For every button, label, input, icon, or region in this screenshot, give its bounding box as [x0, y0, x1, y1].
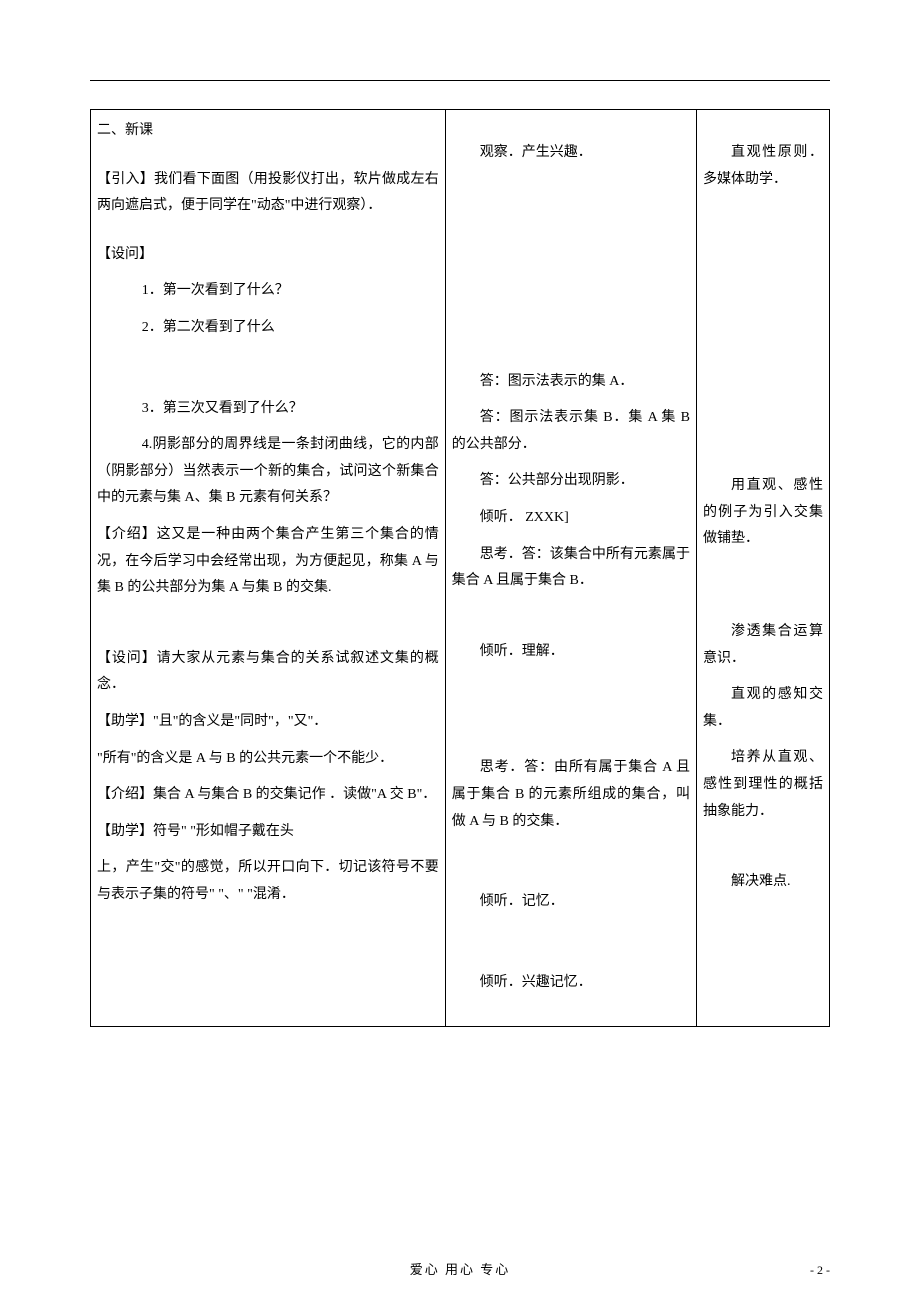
- question-4: 4.阴影部分的周界线是一条封闭曲线，它的内部（阴影部分）当然表示一个新的集合，试…: [97, 432, 439, 512]
- design-intent-cell: 直观性原则．多媒体助学． 用直观、感性的例子为引入交集做铺垫． 渗透集合运算意识…: [696, 110, 829, 1027]
- answer-6: 倾听．理解．: [452, 639, 690, 666]
- answer-observe: 观察．产生兴趣．: [452, 140, 690, 167]
- note-1: 直观性原则．多媒体助学．: [703, 140, 823, 193]
- student-activity-cell: 观察．产生兴趣． 答：图示法表示的集 A． 答：图示法表示集 B．集 A 集 B…: [445, 110, 696, 1027]
- note-3: 渗透集合运算意识．: [703, 619, 823, 672]
- note-2: 用直观、感性的例子为引入交集做铺垫．: [703, 473, 823, 553]
- question-1: 1．第一次看到了什么？: [97, 278, 439, 305]
- answer-5: 思考．答：该集合中所有元素属于集合 A 且属于集合 B．: [452, 542, 690, 595]
- introduce-2: 【介绍】集合 A 与集合 B 的交集记作 ．读做"A 交 B"．: [97, 782, 439, 809]
- answer-2: 答：图示法表示集 B．集 A 集 B 的公共部分．: [452, 405, 690, 458]
- note-6: 解决难点.: [703, 869, 823, 896]
- suoyou: "所有"的含义是 A 与 B 的公共元素一个不能少．: [97, 746, 439, 773]
- answer-3: 答：公共部分出现阴影．: [452, 468, 690, 495]
- zhuxue-1: 【助学】"且"的含义是"同时"，"又"．: [97, 709, 439, 736]
- table-row: 二、新课 【引入】我们看下面图（用投影仪打出，软片做成左右两向遮启式，便于同学在…: [91, 110, 830, 1027]
- footer-center: 爱心 用心 专心: [0, 1259, 920, 1278]
- answer-9: 倾听．兴趣记忆．: [452, 970, 690, 997]
- zhuxue-2: 【助学】符号" "形如帽子戴在头: [97, 819, 439, 846]
- answer-7: 思考．答：由所有属于集合 A 且属于集合 B 的元素所组成的集合，叫做 A 与 …: [452, 755, 690, 835]
- section-title: 二、新课: [97, 118, 439, 145]
- answer-1: 答：图示法表示的集 A．: [452, 369, 690, 396]
- introduce-1: 【介绍】这又是一种由两个集合产生第三个集合的情况，在今后学习中会经常出现，为方便…: [97, 522, 439, 602]
- question-3: 3．第三次又看到了什么？: [97, 396, 439, 423]
- answer-4: 倾听． ZXXK]: [452, 505, 690, 532]
- note-4: 直观的感知交集．: [703, 682, 823, 735]
- question-2: 2．第二次看到了什么: [97, 315, 439, 342]
- page-top-rule: [90, 80, 830, 81]
- answer-8: 倾听．记忆．: [452, 889, 690, 916]
- page-number: - 2 -: [810, 1263, 830, 1278]
- intro-paragraph: 【引入】我们看下面图（用投影仪打出，软片做成左右两向遮启式，便于同学在"动态"中…: [97, 167, 439, 220]
- teaching-process-cell: 二、新课 【引入】我们看下面图（用投影仪打出，软片做成左右两向遮启式，便于同学在…: [91, 110, 446, 1027]
- tail-paragraph: 上，产生"交"的感觉，所以开口向下．切记该符号不要与表示子集的符号" "、" "…: [97, 855, 439, 908]
- shewen-2: 【设问】请大家从元素与集合的关系试叙述文集的概念．: [97, 646, 439, 699]
- note-5: 培养从直观、感性到理性的概括抽象能力．: [703, 745, 823, 825]
- lesson-table: 二、新课 【引入】我们看下面图（用投影仪打出，软片做成左右两向遮启式，便于同学在…: [90, 109, 830, 1027]
- shewen-label: 【设问】: [97, 242, 439, 269]
